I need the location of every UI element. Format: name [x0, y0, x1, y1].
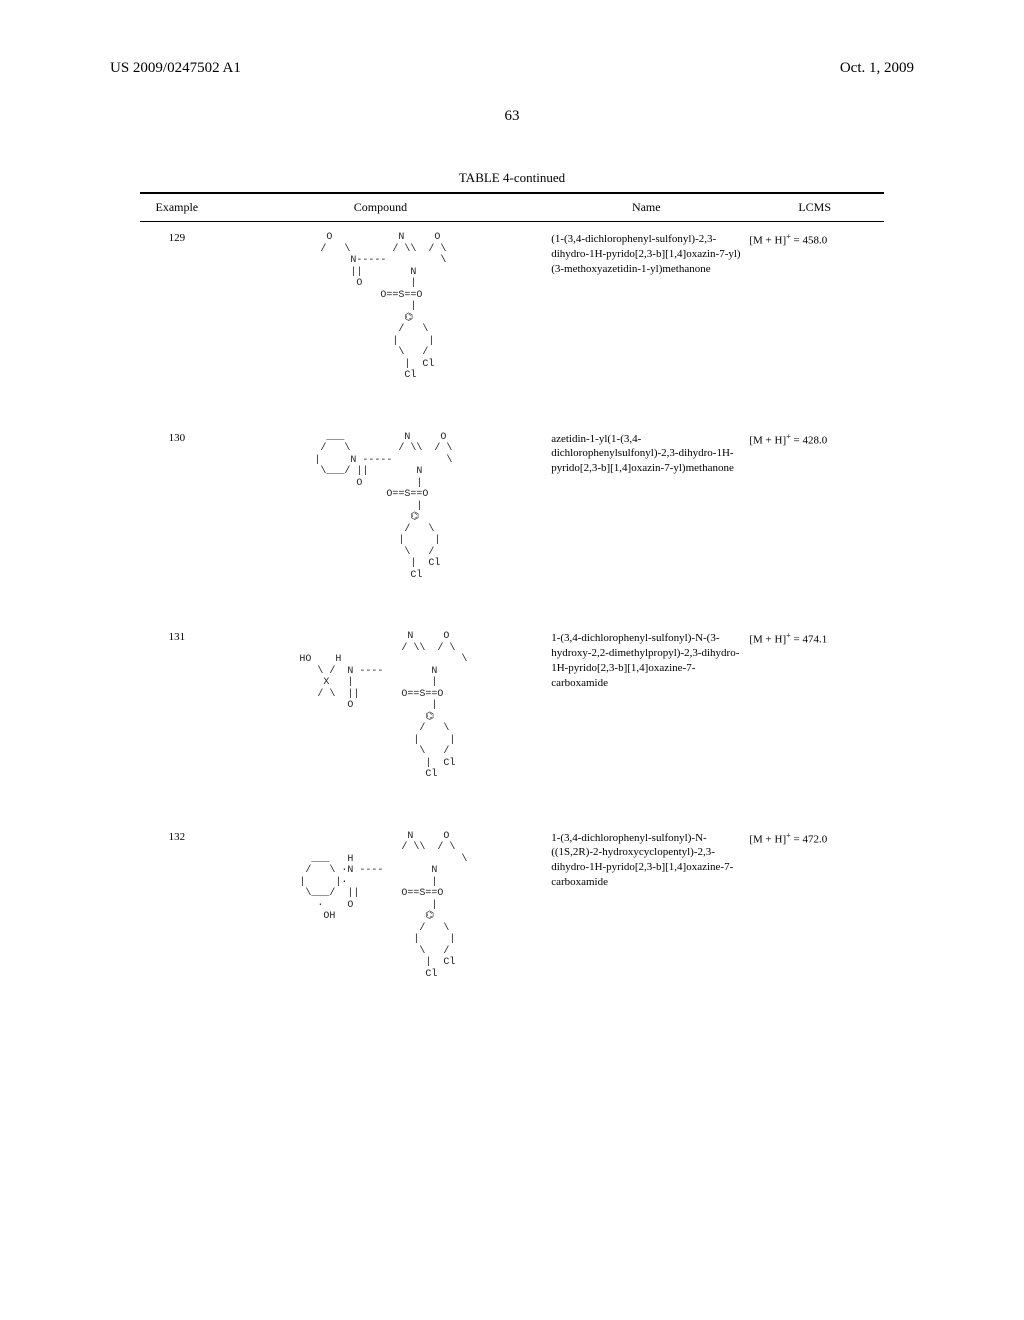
table-row: 131 N O / \\ / \ HO H \ \ / N ---- N X |… — [140, 621, 884, 821]
publication-number: US 2009/0247502 A1 — [110, 60, 241, 77]
lcms-value: [M + H]+ = 428.0 — [745, 422, 884, 622]
compound-structure: N O / \\ / \ HO H \ \ / N ---- N X | | /… — [214, 621, 548, 821]
page-number: 63 — [505, 108, 520, 125]
structure-diagram: N O / \\ / \ ___ H \ / \ ·N ---- N | |· … — [293, 831, 467, 981]
example-number: 131 — [140, 621, 214, 821]
example-number: 130 — [140, 422, 214, 622]
structure-diagram: ___ N O / \ / \\ / \ | N ----- \ \___/ |… — [308, 432, 452, 582]
table-row: 129 O N O / \ / \\ / \ N----- \ || N O |… — [140, 222, 884, 422]
compound-name: azetidin-1-yl(1-(3,4-dichlorophenylsulfo… — [547, 422, 745, 622]
lcms-value: [M + H]+ = 474.1 — [745, 621, 884, 821]
compound-name: (1-(3,4-dichlorophenyl-sulfonyl)-2,3-dih… — [547, 222, 745, 422]
compound-structure: N O / \\ / \ ___ H \ / \ ·N ---- N | |· … — [214, 821, 548, 1021]
table-row: 132 N O / \\ / \ ___ H \ / \ ·N ---- N |… — [140, 821, 884, 1021]
compound-structure: ___ N O / \ / \\ / \ | N ----- \ \___/ |… — [214, 422, 548, 622]
structure-diagram: N O / \\ / \ HO H \ \ / N ---- N X | | /… — [293, 631, 467, 781]
page: US 2009/0247502 A1 Oct. 1, 2009 63 TABLE… — [0, 0, 1024, 1320]
table-wrapper: TABLE 4-continued Example Compound Name … — [140, 170, 884, 1020]
col-header-name: Name — [547, 194, 745, 221]
example-number: 132 — [140, 821, 214, 1021]
table-title: TABLE 4-continued — [140, 170, 884, 186]
col-header-compound: Compound — [214, 194, 548, 221]
table-row: 130 ___ N O / \ / \\ / \ | N ----- \ \__… — [140, 422, 884, 622]
compound-table: Example Compound Name LCMS 129 O N O / \… — [140, 194, 884, 1020]
compound-name: 1-(3,4-dichlorophenyl-sulfonyl)-N-((1S,2… — [547, 821, 745, 1021]
col-header-lcms: LCMS — [745, 194, 884, 221]
publication-date: Oct. 1, 2009 — [840, 60, 914, 77]
compound-structure: O N O / \ / \\ / \ N----- \ || N O | O==… — [214, 222, 548, 422]
lcms-value: [M + H]+ = 458.0 — [745, 222, 884, 422]
compound-name: 1-(3,4-dichlorophenyl-sulfonyl)-N-(3-hyd… — [547, 621, 745, 821]
example-number: 129 — [140, 222, 214, 422]
table-header-row: Example Compound Name LCMS — [140, 194, 884, 221]
lcms-value: [M + H]+ = 472.0 — [745, 821, 884, 1021]
structure-diagram: O N O / \ / \\ / \ N----- \ || N O | O==… — [314, 232, 446, 382]
col-header-example: Example — [140, 194, 214, 221]
